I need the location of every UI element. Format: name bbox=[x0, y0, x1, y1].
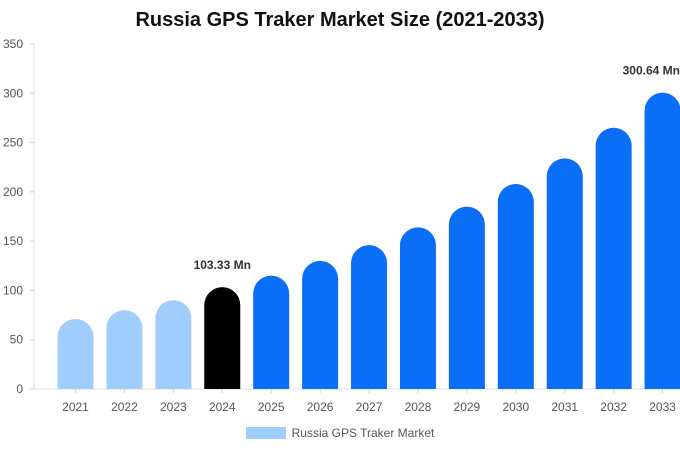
y-tick-label: 50 bbox=[10, 333, 24, 347]
bar bbox=[644, 92, 680, 389]
legend[interactable]: Russia GPS Traker Market bbox=[0, 426, 680, 440]
y-tick-label: 0 bbox=[16, 382, 23, 396]
bar bbox=[448, 206, 485, 389]
bar bbox=[399, 227, 436, 389]
x-tick-label: 2026 bbox=[307, 400, 334, 414]
x-tick-label: 2030 bbox=[502, 400, 529, 414]
y-tick-label: 350 bbox=[3, 37, 23, 51]
data-label: 300.64 Mn bbox=[623, 64, 680, 78]
x-tick-label: 2029 bbox=[454, 400, 481, 414]
bar bbox=[253, 275, 290, 389]
bar bbox=[595, 127, 632, 390]
bar bbox=[546, 158, 583, 389]
y-tick-label: 250 bbox=[3, 136, 23, 150]
bar bbox=[155, 300, 192, 389]
legend-label: Russia GPS Traker Market bbox=[291, 426, 435, 440]
x-tick-label: 2025 bbox=[258, 400, 285, 414]
x-tick-label: 2022 bbox=[111, 400, 138, 414]
bar bbox=[497, 183, 534, 389]
x-tick-label: 2024 bbox=[209, 400, 236, 414]
x-tick-label: 2031 bbox=[551, 400, 578, 414]
legend-swatch bbox=[245, 427, 286, 439]
bar bbox=[106, 310, 143, 389]
bar bbox=[302, 260, 339, 389]
x-tick-label: 2023 bbox=[160, 400, 187, 414]
bar bbox=[351, 245, 388, 389]
x-tick-label: 2021 bbox=[62, 400, 89, 414]
x-tick-label: 2027 bbox=[356, 400, 383, 414]
y-tick-label: 150 bbox=[3, 234, 23, 248]
bar bbox=[204, 287, 241, 389]
bar bbox=[57, 319, 94, 389]
y-tick-label: 300 bbox=[3, 86, 23, 100]
y-tick-label: 200 bbox=[3, 185, 23, 199]
chart-title: Russia GPS Traker Market Size (2021-2033… bbox=[135, 9, 545, 31]
y-tick-label: 100 bbox=[3, 283, 23, 297]
x-tick-label: 2033 bbox=[649, 400, 676, 414]
x-tick-label: 2028 bbox=[405, 400, 432, 414]
data-label: 103.33 Mn bbox=[194, 258, 251, 272]
x-tick-label: 2032 bbox=[600, 400, 627, 414]
